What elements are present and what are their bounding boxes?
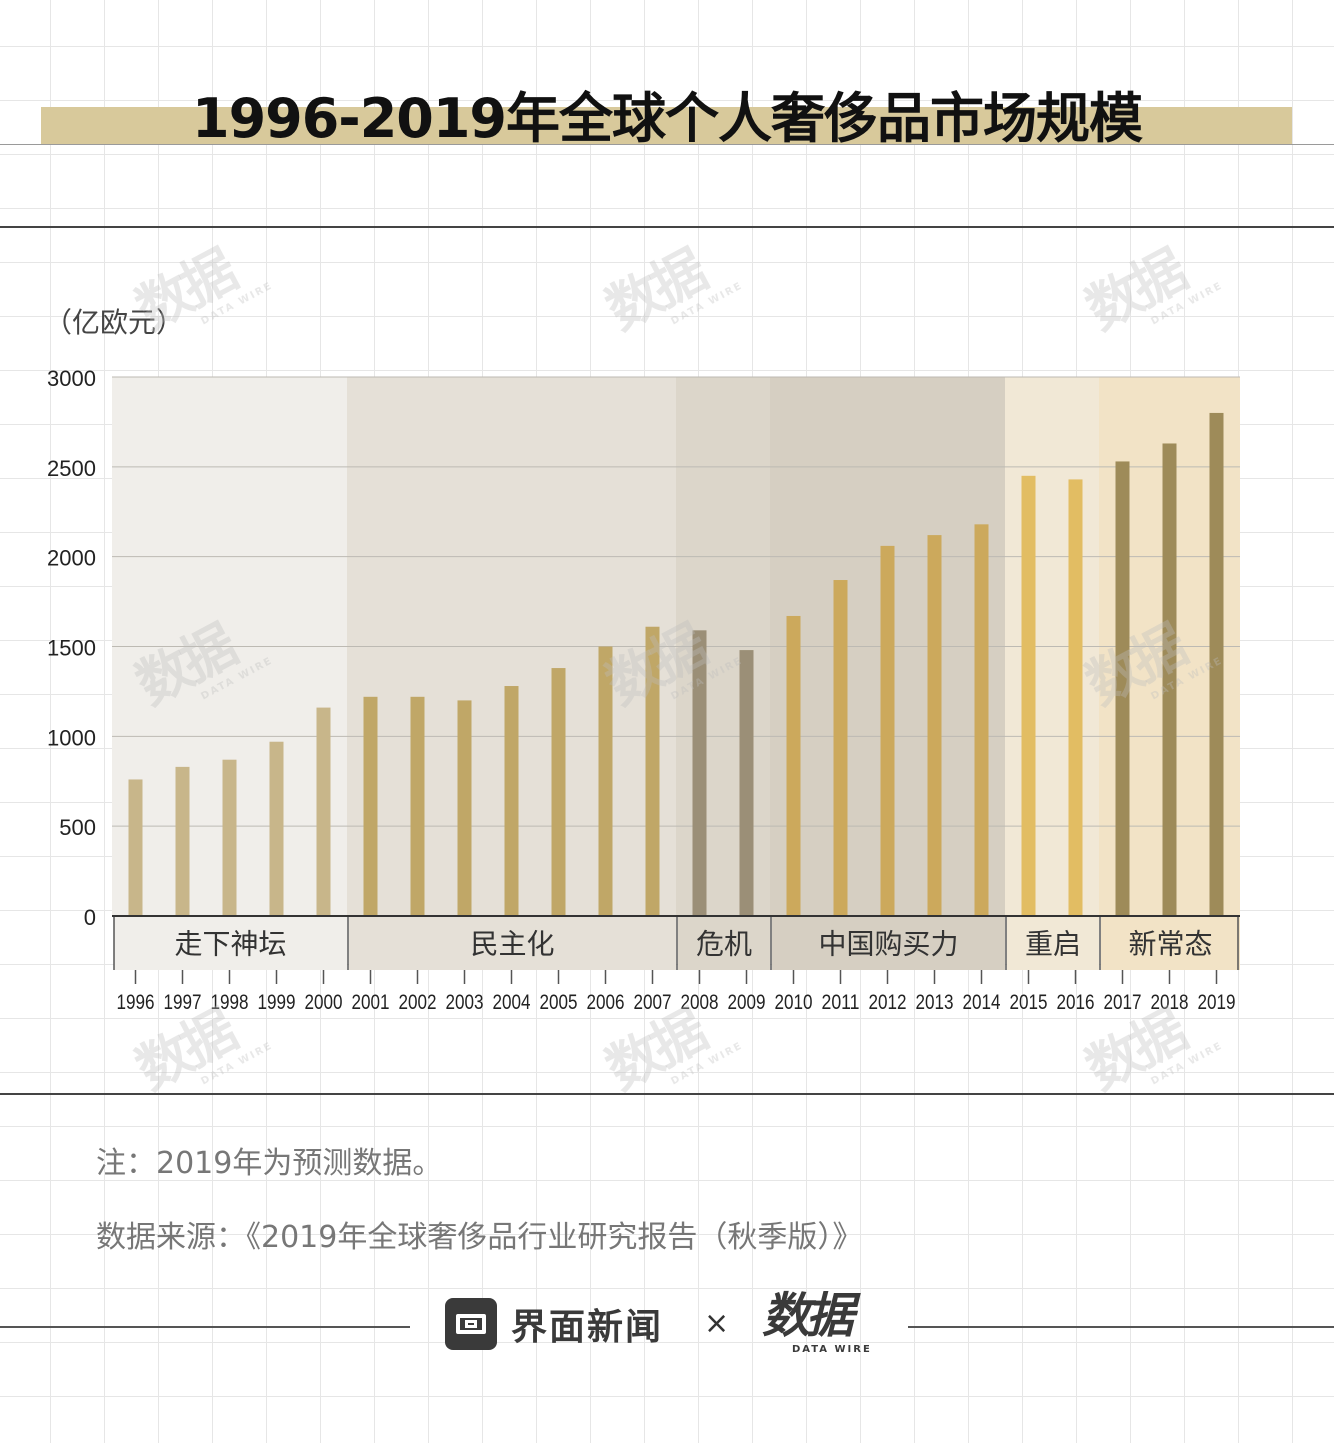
bar-2017 xyxy=(1115,461,1130,916)
bar-2019 xyxy=(1209,412,1224,916)
x-tick-label: 2012 xyxy=(869,991,907,1014)
x-tick-label: 2014 xyxy=(963,991,1001,1014)
data-source: 数据来源：《2019年全球奢侈品行业研究报告（秋季版）》 xyxy=(96,1220,863,1255)
y-tick-label: 0 xyxy=(84,905,96,930)
bar-2016 xyxy=(1068,479,1083,916)
x-tick-label: 1999 xyxy=(258,991,296,1014)
phase-label: 中国购买力 xyxy=(818,928,958,961)
chart-top-rule xyxy=(0,226,1334,228)
phase-label-cell xyxy=(678,917,770,970)
x-tick-label: 2010 xyxy=(775,991,813,1014)
title-divider xyxy=(0,144,1334,145)
bar-2007 xyxy=(645,626,660,916)
x-tick-label: 2016 xyxy=(1057,991,1095,1014)
x-tick-label: 2019 xyxy=(1198,991,1236,1014)
bar-2015 xyxy=(1021,475,1036,916)
datawire-logo-sub: DATA WIRE xyxy=(792,1344,872,1355)
x-tick-label: 2006 xyxy=(587,991,625,1014)
x-tick-label: 2004 xyxy=(493,991,531,1014)
x-tick-label: 2000 xyxy=(305,991,343,1014)
phase-label-cell xyxy=(114,917,347,970)
x-tick-label: 2008 xyxy=(681,991,719,1014)
chart-bottom-rule xyxy=(0,1093,1334,1095)
bar-2018 xyxy=(1162,443,1177,916)
bar-2003 xyxy=(457,700,472,916)
collab-times-sign: × xyxy=(704,1306,730,1341)
bar-2011 xyxy=(833,580,848,916)
x-tick-label: 1996 xyxy=(117,991,155,1014)
x-tick-label: 2002 xyxy=(399,991,437,1014)
x-tick-label: 2005 xyxy=(540,991,578,1014)
y-tick-label: 1500 xyxy=(47,636,96,661)
phase-label: 走下神坛 xyxy=(174,928,286,961)
y-tick-label: 2000 xyxy=(47,546,96,571)
jiemian-logo-icon xyxy=(445,1298,497,1350)
bar-2002 xyxy=(410,696,425,916)
title-highlight-band xyxy=(41,107,1292,145)
datawire-logo: 数据 DATA WIRE xyxy=(762,1288,888,1368)
x-tick-label: 2001 xyxy=(352,991,390,1014)
y-unit-label: （亿欧元） xyxy=(44,306,184,339)
bar-2004 xyxy=(504,686,519,916)
x-tick-label: 2018 xyxy=(1151,991,1189,1014)
bar-2008 xyxy=(692,630,707,916)
datawire-logo-mark: 数据 xyxy=(762,1288,854,1344)
jiemian-brand-name: 界面新闻 xyxy=(511,1307,664,1348)
bar-2012 xyxy=(880,545,895,916)
y-tick-label: 2500 xyxy=(47,456,96,481)
bar-2009 xyxy=(739,650,754,916)
phase-label: 民主化 xyxy=(470,928,554,961)
bar-1998 xyxy=(222,759,237,916)
footer-left-line xyxy=(0,1326,410,1328)
phase-label: 危机 xyxy=(696,928,752,961)
phase-label: 重启 xyxy=(1025,928,1081,961)
bar-2013 xyxy=(927,535,942,916)
jiemian-brand: 界面新闻 xyxy=(445,1298,663,1350)
x-tick-label: 2017 xyxy=(1104,991,1142,1014)
x-tick-label: 2007 xyxy=(634,991,672,1014)
phase-label-cell xyxy=(349,917,676,970)
x-tick-label: 1997 xyxy=(164,991,202,1014)
phase-label-cell xyxy=(772,917,1005,970)
x-tick-label: 2011 xyxy=(822,991,860,1014)
y-tick-label: 3000 xyxy=(47,366,96,391)
bar-2010 xyxy=(786,615,801,916)
phase-label: 新常态 xyxy=(1128,928,1212,961)
bar-2000 xyxy=(316,707,331,916)
bar-1997 xyxy=(175,766,190,916)
y-tick-label: 1000 xyxy=(47,725,96,750)
phase-label-cell xyxy=(1007,917,1099,970)
chart: 0 500 1000 1500 2000 2500 3000 （亿欧元） 走下神坛 民主化 危机 中国… xyxy=(44,306,1240,1014)
phase-label-cell xyxy=(1101,917,1240,970)
bar-1996 xyxy=(128,779,143,916)
bar-1999 xyxy=(269,741,284,916)
x-tick-label: 2003 xyxy=(446,991,484,1014)
bar-2006 xyxy=(598,646,613,916)
bar-2005 xyxy=(551,668,566,916)
y-tick-label: 500 xyxy=(59,815,96,840)
footer-right-line xyxy=(908,1326,1334,1328)
x-tick-label: 2009 xyxy=(728,991,766,1014)
x-tick-label: 1998 xyxy=(211,991,249,1014)
chart-title: 1996-2019年全球个人奢侈品市场规模 xyxy=(192,87,1143,150)
forecast-note: 注：2019年为预测数据。 xyxy=(96,1146,443,1181)
x-tick-label: 2013 xyxy=(916,991,954,1014)
bar-2014 xyxy=(974,524,989,916)
bar-2001 xyxy=(363,696,378,916)
x-tick-label: 2015 xyxy=(1010,991,1048,1014)
